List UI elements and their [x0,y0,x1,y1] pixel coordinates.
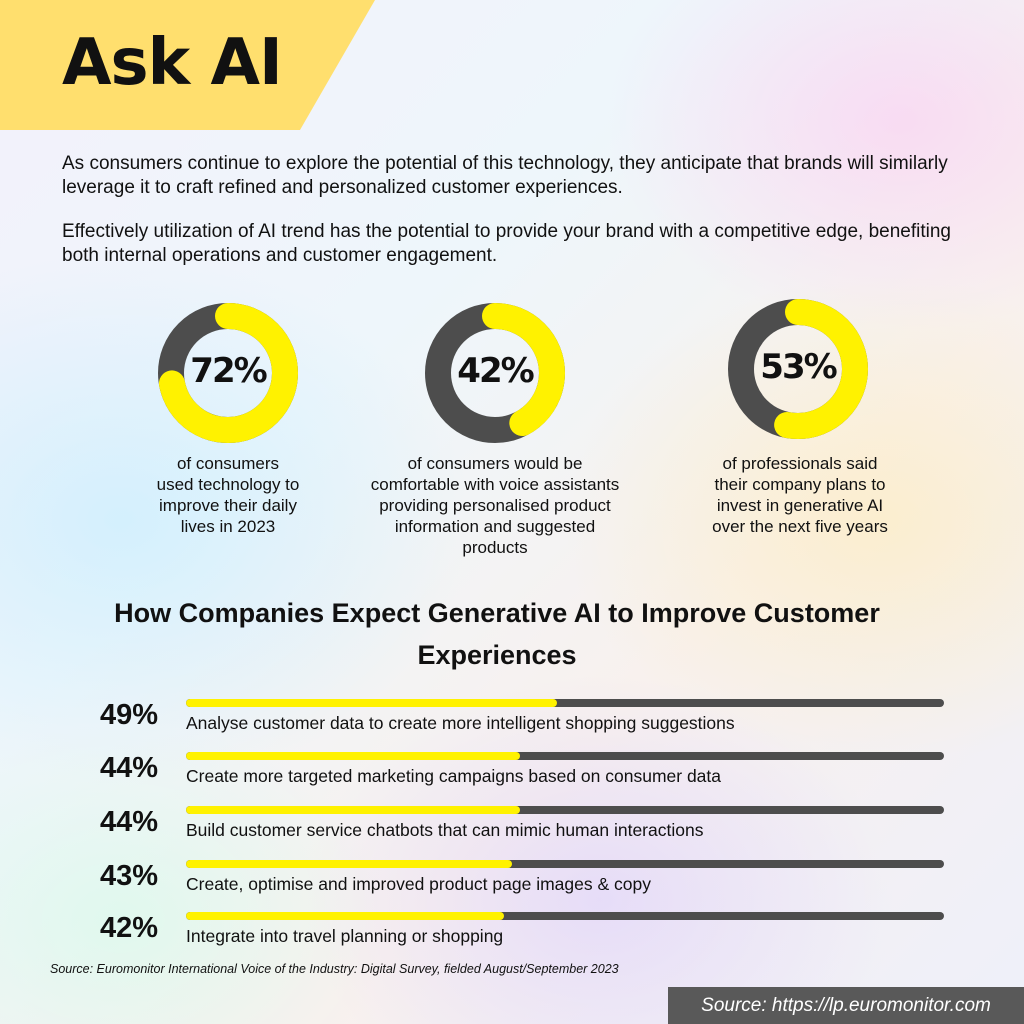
donut-caption-line: over the next five years [712,517,888,536]
donut-caption-line: improve their daily [159,496,297,515]
donut-svg [728,299,868,439]
donut-chart: 72% [156,301,300,445]
bar-category-label: Build customer service chatbots that can… [186,820,704,840]
bar-row: 43% Create, optimise and improved product… [0,858,1024,908]
donut-value-label: 72% [190,351,267,391]
bar-value-label: 44% [100,752,159,784]
bar-fill [186,860,512,868]
donut-value-arc [728,299,868,439]
page-title: Ask AI [62,26,283,100]
bar-category-label: Create more targeted marketing campaigns… [186,766,722,786]
bar-value-label: 44% [100,806,159,838]
bar-track [186,912,944,920]
donut-caption-line: invest in generative AI [716,496,884,515]
bar-row: 42% Integrate into travel planning or sho… [0,910,1024,960]
donut-caption-line: providing personalised product [379,496,611,515]
bar-row: 49% Analyse customer data to create more … [0,697,1024,747]
donut-value-arc [425,303,565,443]
donut-caption-line: comfortable with voice assistants [370,475,620,494]
bar-fill [186,806,520,814]
bar-row: 44% Create more targeted marketing campai… [0,750,1024,800]
bar-category-label: Analyse customer data to create more int… [186,713,735,733]
donut-caption-line: information and suggested [394,517,596,536]
bar-fill [186,699,558,707]
bar-value-label: 49% [100,699,159,731]
donut-caption-line: of consumers [176,454,280,473]
donut-caption-line: of professionals said [722,454,878,473]
donut-caption: of consumers would be comfortable with vo… [355,453,635,558]
donut-svg [158,303,298,443]
bar-category-label: Create, optimise and improved product pa… [186,874,651,894]
donut-caption-line: of consumers would be [407,454,583,473]
donut-value-arc [158,303,298,443]
bar-track [186,860,944,868]
donut-caption: of professionals said their company plans… [700,453,900,537]
donut-caption-line: their company plans to [714,475,886,494]
bar-row: 44% Build customer service chatbots that … [0,804,1024,854]
donut-caption-line: products [462,538,528,557]
bar-value-label: 43% [100,860,159,892]
bar-track [186,752,944,760]
donut-caption-line: lives in 2023 [180,517,276,536]
bar-value-label: 42% [100,912,159,944]
bar-track [186,806,944,814]
donut-caption: of consumers used technology to improve th… [128,453,328,537]
section-title: How Companies Expect Generative AI to Im… [114,598,880,670]
donut-chart: 42% [423,301,567,445]
header-banner [0,0,375,130]
donut-chart: 53% [726,297,870,441]
donut-caption-line: used technology to [156,475,300,494]
donut-value-label: 42% [457,351,534,391]
donut-svg [425,303,565,443]
bar-fill [186,752,520,760]
intro-paragraph: Effectively utilization of AI trend has … [62,221,951,266]
donut-value-label: 53% [760,347,837,387]
intro-text: As consumers continue to explore the pot… [62,152,992,288]
bar-category-label: Integrate into travel planning or shoppi… [186,926,504,946]
bar-track [186,699,944,707]
bar-fill [186,912,505,920]
intro-paragraph: As consumers continue to explore the pot… [62,153,948,198]
source-note: Source: Euromonitor International Voice … [50,962,619,976]
source-link-box: Source: https://lp.euromonitor.com [668,987,1024,1024]
